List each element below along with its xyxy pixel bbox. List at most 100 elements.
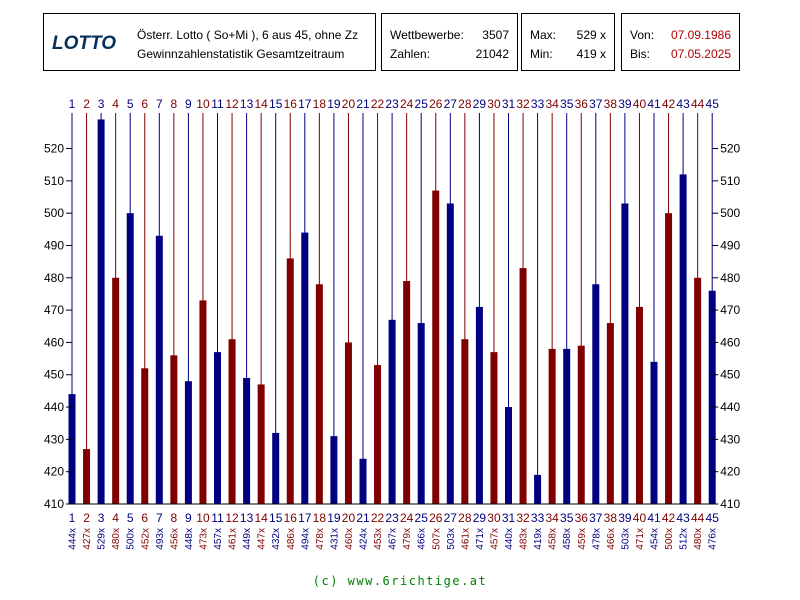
value-label: 461x bbox=[460, 528, 471, 550]
bottom-category-label: 29 bbox=[473, 511, 487, 525]
bar-32 bbox=[519, 268, 527, 504]
top-category-label: 31 bbox=[502, 97, 516, 111]
frequency-bar-chart: 11444x22427x33529x44480x55500x66452x7749… bbox=[44, 97, 741, 550]
footer-copyright[interactable]: (c) www.6richtige.at bbox=[312, 574, 488, 588]
value-label: 431x bbox=[329, 528, 340, 550]
bottom-category-label: 5 bbox=[127, 511, 134, 525]
bar-41 bbox=[650, 361, 658, 504]
bar-9 bbox=[184, 381, 192, 504]
bottom-category-label: 18 bbox=[313, 511, 327, 525]
value-label: 444x bbox=[68, 528, 79, 550]
y-tick-label-left: 410 bbox=[44, 497, 64, 511]
bar-11 bbox=[214, 352, 221, 504]
bar-40 bbox=[635, 306, 643, 504]
top-category-label: 6 bbox=[141, 97, 148, 111]
bottom-category-label: 10 bbox=[196, 511, 210, 525]
value-label: 478x bbox=[315, 528, 326, 550]
value-label: 424x bbox=[359, 528, 370, 550]
y-tick-label-right: 450 bbox=[720, 368, 740, 382]
bottom-category-label: 19 bbox=[327, 511, 341, 525]
bottom-category-label: 16 bbox=[284, 511, 298, 525]
value-label: 493x bbox=[155, 528, 166, 550]
bottom-category-label: 34 bbox=[545, 511, 559, 525]
top-category-label: 20 bbox=[342, 97, 356, 111]
bottom-category-label: 28 bbox=[458, 511, 472, 525]
bottom-category-label: 45 bbox=[706, 511, 720, 525]
value-label: 471x bbox=[475, 528, 486, 550]
bar-33 bbox=[534, 474, 542, 504]
bottom-category-label: 30 bbox=[487, 511, 501, 525]
bottom-category-label: 23 bbox=[385, 511, 399, 525]
bar-38 bbox=[606, 323, 614, 504]
y-tick-label-right: 510 bbox=[720, 174, 740, 188]
zahlen-label: Zahlen: bbox=[390, 47, 431, 61]
value-label: 473x bbox=[198, 528, 209, 550]
date-range-box: Von: 07.09.1986 Bis: 07.05.2025 bbox=[621, 13, 740, 71]
bottom-category-label: 33 bbox=[531, 511, 545, 525]
top-category-label: 35 bbox=[560, 97, 574, 111]
bar-12 bbox=[228, 339, 236, 504]
value-label: 459x bbox=[577, 528, 588, 550]
bar-7 bbox=[155, 235, 163, 504]
bar-45 bbox=[708, 290, 716, 504]
bottom-category-label: 26 bbox=[429, 511, 443, 525]
top-category-label: 23 bbox=[385, 97, 399, 111]
top-category-label: 28 bbox=[458, 97, 472, 111]
bis-label: Bis: bbox=[630, 47, 651, 61]
top-category-label: 13 bbox=[240, 97, 254, 111]
bottom-category-label: 40 bbox=[633, 511, 647, 525]
value-label: 483x bbox=[519, 528, 530, 550]
bottom-category-label: 27 bbox=[444, 511, 458, 525]
statistics-description: Gewinnzahlenstatistik Gesamtzeitraum bbox=[137, 47, 345, 61]
bar-19 bbox=[330, 436, 338, 504]
bottom-category-label: 6 bbox=[141, 511, 148, 525]
top-category-label: 24 bbox=[400, 97, 414, 111]
bottom-category-label: 4 bbox=[112, 511, 119, 525]
top-category-label: 19 bbox=[327, 97, 341, 111]
y-tick-label-left: 440 bbox=[44, 400, 64, 414]
bottom-category-label: 12 bbox=[225, 511, 239, 525]
y-tick-label-left: 450 bbox=[44, 368, 64, 382]
value-label: 480x bbox=[111, 528, 122, 550]
value-label: 479x bbox=[402, 528, 413, 550]
zahlen-value: 21042 bbox=[475, 47, 509, 61]
y-tick-label-right: 410 bbox=[720, 497, 740, 511]
value-label: 449x bbox=[242, 528, 253, 550]
bar-21 bbox=[359, 458, 367, 504]
top-category-label: 12 bbox=[225, 97, 239, 111]
bar-35 bbox=[563, 348, 571, 504]
value-label: 466x bbox=[606, 528, 617, 550]
y-tick-label-left: 490 bbox=[44, 238, 64, 252]
y-tick-label-right: 430 bbox=[720, 432, 740, 446]
y-tick-label-right: 490 bbox=[720, 238, 740, 252]
top-category-label: 32 bbox=[516, 97, 530, 111]
top-category-label: 44 bbox=[691, 97, 705, 111]
top-category-label: 25 bbox=[415, 97, 429, 111]
bar-2 bbox=[83, 449, 91, 504]
bottom-category-label: 37 bbox=[589, 511, 603, 525]
y-tick-label-right: 480 bbox=[720, 271, 740, 285]
y-tick-label-right: 520 bbox=[720, 142, 740, 156]
bar-8 bbox=[170, 355, 178, 504]
top-category-label: 40 bbox=[633, 97, 647, 111]
value-label: 476x bbox=[708, 528, 719, 550]
bar-3 bbox=[97, 119, 105, 505]
y-tick-label-right: 500 bbox=[720, 206, 740, 220]
top-category-label: 15 bbox=[269, 97, 283, 111]
value-label: 452x bbox=[140, 528, 151, 550]
top-category-label: 17 bbox=[298, 97, 312, 111]
y-tick-label-left: 480 bbox=[44, 271, 64, 285]
bottom-category-label: 35 bbox=[560, 511, 574, 525]
bottom-category-label: 20 bbox=[342, 511, 356, 525]
top-category-label: 26 bbox=[429, 97, 443, 111]
max-label: Max: bbox=[530, 28, 557, 42]
y-tick-label-right: 420 bbox=[720, 465, 740, 479]
bottom-category-label: 24 bbox=[400, 511, 414, 525]
lotto-logo: LOTTO bbox=[52, 33, 117, 54]
bis-value: 07.05.2025 bbox=[670, 47, 731, 61]
top-category-label: 7 bbox=[156, 97, 163, 111]
value-label: 461x bbox=[228, 528, 239, 550]
top-category-label: 29 bbox=[473, 97, 487, 111]
bar-31 bbox=[505, 407, 512, 504]
value-label: 478x bbox=[591, 528, 602, 550]
